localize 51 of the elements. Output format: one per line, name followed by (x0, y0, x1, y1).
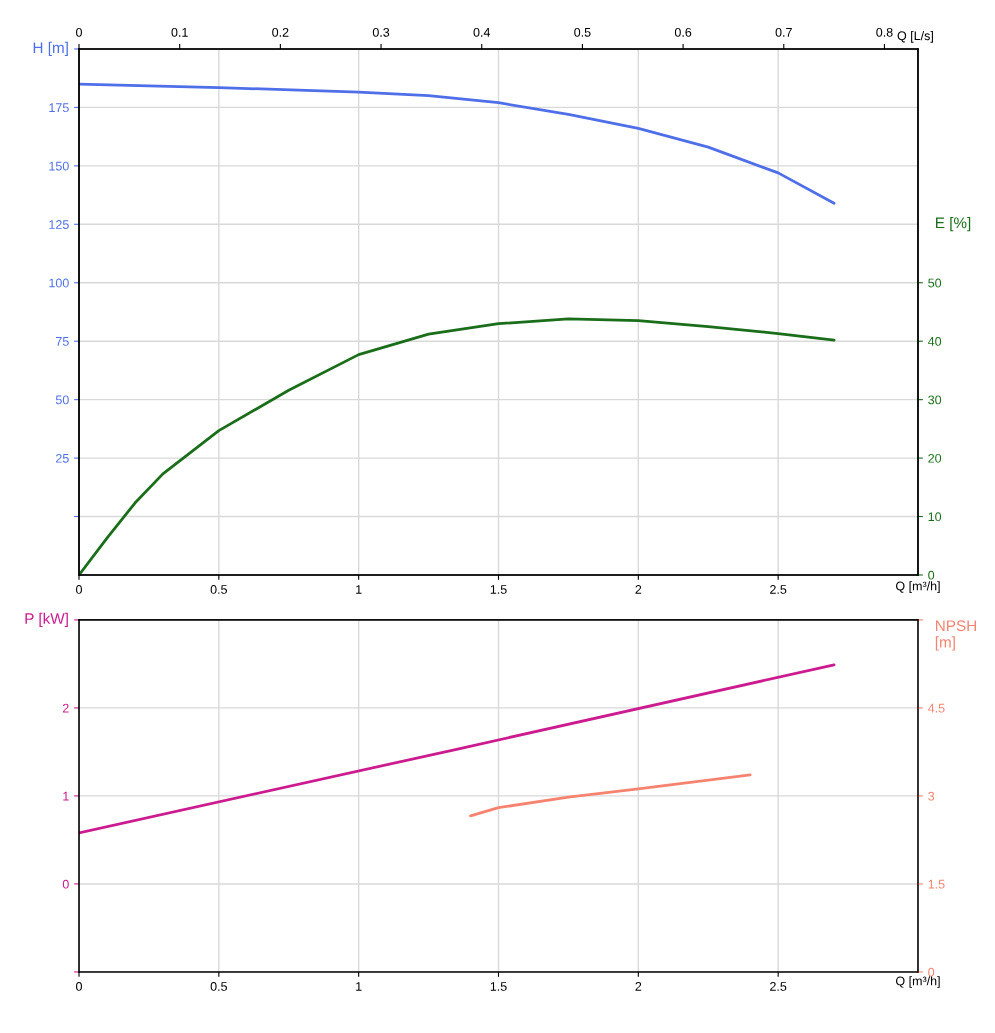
x2-tick-label: 0.8 (876, 27, 893, 37)
x2-tick-label: 0.7 (775, 27, 792, 37)
x-tick-label: 1 (356, 982, 362, 991)
x2-tick-label: 0.3 (372, 27, 390, 37)
x2-tick-label: 0.1 (171, 27, 188, 37)
y2-tick-label: 50 (928, 278, 942, 288)
y2-tick-label: 40 (928, 336, 942, 346)
y-tick-label: 150 (49, 161, 69, 171)
x-tick-label: 2 (635, 982, 642, 991)
y2-axis-title: E [%] (936, 217, 971, 232)
y-tick-label: 125 (49, 220, 69, 229)
x2-tick-label: 0.6 (674, 27, 692, 37)
y2-tick-label: 0 (928, 570, 935, 580)
line-series (79, 317, 836, 575)
y2-axis-title: NPSH [m] (935, 620, 976, 651)
x-tick-label: 0.5 (210, 585, 227, 594)
y2-tick-label: 4.5 (928, 703, 945, 713)
y-axis-title: H [m] (33, 41, 68, 57)
y-tick-label: 1 (63, 791, 69, 801)
x-tick-label: 2.5 (770, 982, 787, 991)
x-tick-label: 0 (76, 585, 82, 594)
x-tick-label: 2.5 (770, 585, 787, 594)
x2-tick-label: 0.2 (272, 27, 289, 37)
y-axis-title: P [kW] (25, 612, 68, 628)
line-series (469, 773, 752, 818)
x-axis-title: Q [m³/h] (896, 581, 940, 593)
line-series (79, 82, 836, 205)
y-tick-label: 25 (56, 453, 69, 463)
x-axis-title: Q [m³/h] (896, 976, 940, 988)
y-tick-label: 75 (56, 337, 69, 346)
x2-tick-label: 0 (76, 27, 82, 37)
y2-tick-label: 10 (928, 512, 942, 522)
y2-tick-label: 30 (928, 395, 942, 405)
x2-tick-label: 0.4 (473, 27, 491, 37)
y-tick-label: 50 (55, 395, 69, 405)
y2-tick-label: 0 (928, 967, 935, 977)
y-tick-label: 0 (62, 879, 69, 889)
x2-tick-label: 0.5 (574, 27, 591, 37)
x2-axis-title: Q [L/s] (897, 31, 933, 43)
y2-tick-label: 3 (928, 791, 935, 801)
x-tick-label: 0 (76, 982, 82, 991)
x-tick-label: 0.5 (210, 982, 227, 991)
x-tick-label: 1.5 (490, 585, 507, 594)
x-tick-label: 1.5 (490, 982, 507, 991)
x-tick-label: 2 (635, 585, 642, 594)
y2-tick-label: 20 (928, 453, 942, 463)
y-tick-label: 100 (49, 278, 69, 288)
y-tick-label: 2 (62, 703, 69, 713)
y-tick-label: 175 (49, 103, 69, 113)
y2-tick-label: 1.5 (928, 879, 945, 889)
x-tick-label: 1 (356, 585, 362, 594)
